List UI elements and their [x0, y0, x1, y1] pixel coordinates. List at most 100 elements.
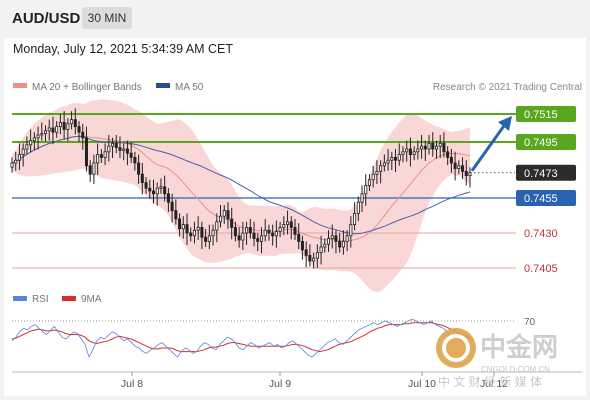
candle-body [219, 215, 223, 223]
candle-body [248, 226, 252, 234]
candle-body [25, 144, 29, 150]
candle-body [334, 235, 338, 242]
candle-body [416, 148, 420, 153]
candle-body [434, 145, 439, 150]
candle-body [81, 131, 85, 139]
candle-body [345, 235, 349, 242]
ma50-line [11, 135, 471, 235]
watermark-tagline: 中 文 财 经 新 媒 体 [438, 374, 542, 389]
candle-body [457, 165, 461, 170]
x-axis: Jul 8 Jul 9 Jul 10 Jul 12 [12, 371, 582, 390]
candle-body [181, 224, 185, 230]
candle-body [29, 140, 33, 146]
rsi-legend: RSI 9MA [13, 294, 102, 305]
moving-averages [11, 135, 471, 242]
watermark-logo-ring [442, 334, 470, 362]
bollinger-band [12, 99, 470, 293]
candle-body [233, 226, 237, 237]
cngold-watermark: 中金网 CNGOLD.COM.CN 中 文 财 经 新 媒 体 [436, 328, 558, 389]
level-badge-0.7495 [516, 134, 576, 150]
candle-body [40, 133, 44, 136]
candle-body [379, 165, 383, 172]
copyright-text: Research © 2021 Trading Central [433, 82, 582, 93]
level-label-0.7455: 0.7455 [524, 193, 558, 205]
candle-body [412, 151, 416, 156]
candle-body [349, 224, 353, 237]
candle-body [375, 170, 379, 175]
level-label-0.7495: 0.7495 [524, 137, 558, 149]
candle-body [111, 142, 115, 147]
candle-body [241, 232, 245, 241]
candle-body [192, 229, 196, 237]
candle-body [51, 127, 55, 133]
forecast-arrow-shaft [470, 122, 508, 172]
candle-body [353, 212, 357, 225]
candle-body [99, 154, 103, 158]
candle-body [211, 229, 215, 237]
candle-body [300, 240, 304, 251]
instrument-title: AUD/USD [12, 10, 81, 27]
candle-body [66, 123, 70, 130]
candle-body [204, 236, 208, 242]
watermark-logo-icon [436, 328, 476, 368]
candle-body [178, 218, 182, 230]
candle-body [438, 142, 442, 147]
candle-body [125, 148, 129, 154]
candle-body [282, 224, 286, 228]
candle-body [338, 240, 342, 248]
candle-body [289, 221, 293, 228]
candle-body [312, 257, 316, 262]
candle-body [423, 145, 427, 150]
candle-body [196, 226, 200, 231]
candle-body [464, 170, 468, 176]
candle-body [129, 152, 133, 158]
candle-body [367, 179, 371, 186]
candle-body [207, 235, 211, 242]
candle-body [267, 229, 271, 234]
x-tick-label: Jul 9 [269, 378, 291, 390]
candle-body [140, 173, 144, 183]
rsi-ma-line [11, 322, 471, 353]
level-label-0.7405: 0.7405 [524, 263, 558, 275]
chart-legend: MA 20 + Bollinger Bands MA 50 Research ©… [13, 82, 582, 93]
x-tick-label: Jul 8 [121, 378, 143, 390]
candle-body [222, 210, 226, 217]
candle-body [245, 226, 249, 234]
candle-body [371, 173, 375, 181]
candle-body [405, 148, 409, 153]
candle-body [308, 254, 312, 262]
candle-body [360, 193, 364, 203]
candle-body [453, 162, 457, 169]
candle-body [73, 119, 77, 127]
candle-body [297, 233, 301, 242]
candle-body [96, 154, 100, 164]
candle-body [21, 148, 25, 155]
candle-body [17, 154, 21, 161]
candle-body [36, 134, 40, 139]
level-badge-0.7515 [516, 106, 576, 122]
candle-body [133, 156, 137, 164]
candle-body [263, 229, 267, 237]
rsi-line [11, 318, 471, 359]
candle-body [330, 235, 334, 240]
candle-body [70, 119, 74, 125]
x-tick-label: Jul 10 [408, 378, 436, 390]
level-label-0.7515: 0.7515 [524, 109, 558, 121]
candle-body [323, 243, 327, 248]
candle-body [259, 235, 263, 242]
candle-body [107, 145, 111, 153]
current-price-badge [516, 164, 576, 181]
ma9-legend-label: 9MA [81, 294, 102, 305]
candle-body [174, 210, 178, 220]
forecast-arrow-head [498, 116, 512, 131]
candle-body [446, 151, 450, 158]
watermark-domain: CNGOLD.COM.CN [481, 365, 550, 374]
rsi-legend-label: RSI [32, 294, 49, 305]
candle-body [14, 159, 18, 164]
candle-body [237, 235, 241, 241]
price-level-labels: 0.7515 0.7495 0.7473 0.7455 0.7430 0.7405 [516, 106, 576, 275]
candle-body [394, 156, 398, 161]
timeframe-button[interactable]: 30 MIN [82, 7, 132, 29]
ma20-legend-label: MA 20 + Bollinger Bands [32, 82, 142, 93]
